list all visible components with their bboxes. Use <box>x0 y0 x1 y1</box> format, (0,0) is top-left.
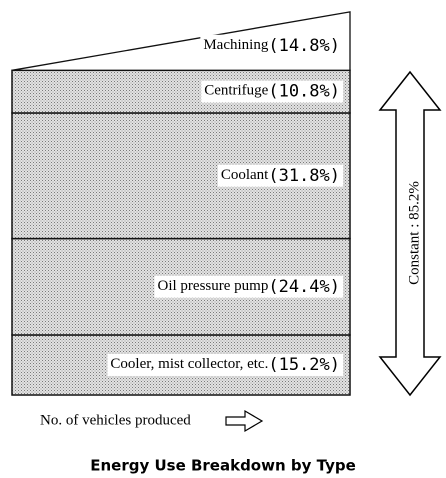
segment-label: Machining(14.8%) <box>203 36 340 56</box>
annotation: Constant : 85.2% <box>406 181 422 285</box>
value-label: (15.2%) <box>268 355 340 375</box>
segment-label: Cooler, mist collector, etc.(15.2%) <box>110 355 340 375</box>
label-bg <box>200 34 343 57</box>
segment-name: Centrifuge <box>204 83 268 99</box>
label-bg <box>217 164 343 187</box>
chart-title: Energy Use Breakdown by Type <box>90 457 356 475</box>
segment-label: Coolant(31.8%) <box>221 166 340 186</box>
segment-label: Centrifuge(10.8%) <box>204 82 340 102</box>
segment-name: Cooler, mist collector, etc. <box>110 356 268 372</box>
value-label: (14.8%) <box>268 36 340 56</box>
value-label: (10.8%) <box>268 82 340 102</box>
x-axis-label: No. of vehicles produced <box>40 412 191 428</box>
label-bg <box>154 275 343 298</box>
value-label: (31.8%) <box>268 166 340 186</box>
segment-name: Coolant <box>221 167 269 183</box>
x-arrow <box>225 409 264 433</box>
segment-name: Machining <box>203 37 268 53</box>
label-bg <box>201 80 343 103</box>
segment-label: Oil pressure pump(24.4%) <box>158 277 340 297</box>
bars <box>11 11 351 396</box>
labels: Cooler, mist collector, etc.(15.2%) Oil p… <box>107 34 343 376</box>
double-arrow <box>378 70 442 397</box>
segment-name: Oil pressure pump <box>158 278 269 294</box>
label-bg <box>107 353 343 376</box>
value-label: (24.4%) <box>268 277 340 297</box>
